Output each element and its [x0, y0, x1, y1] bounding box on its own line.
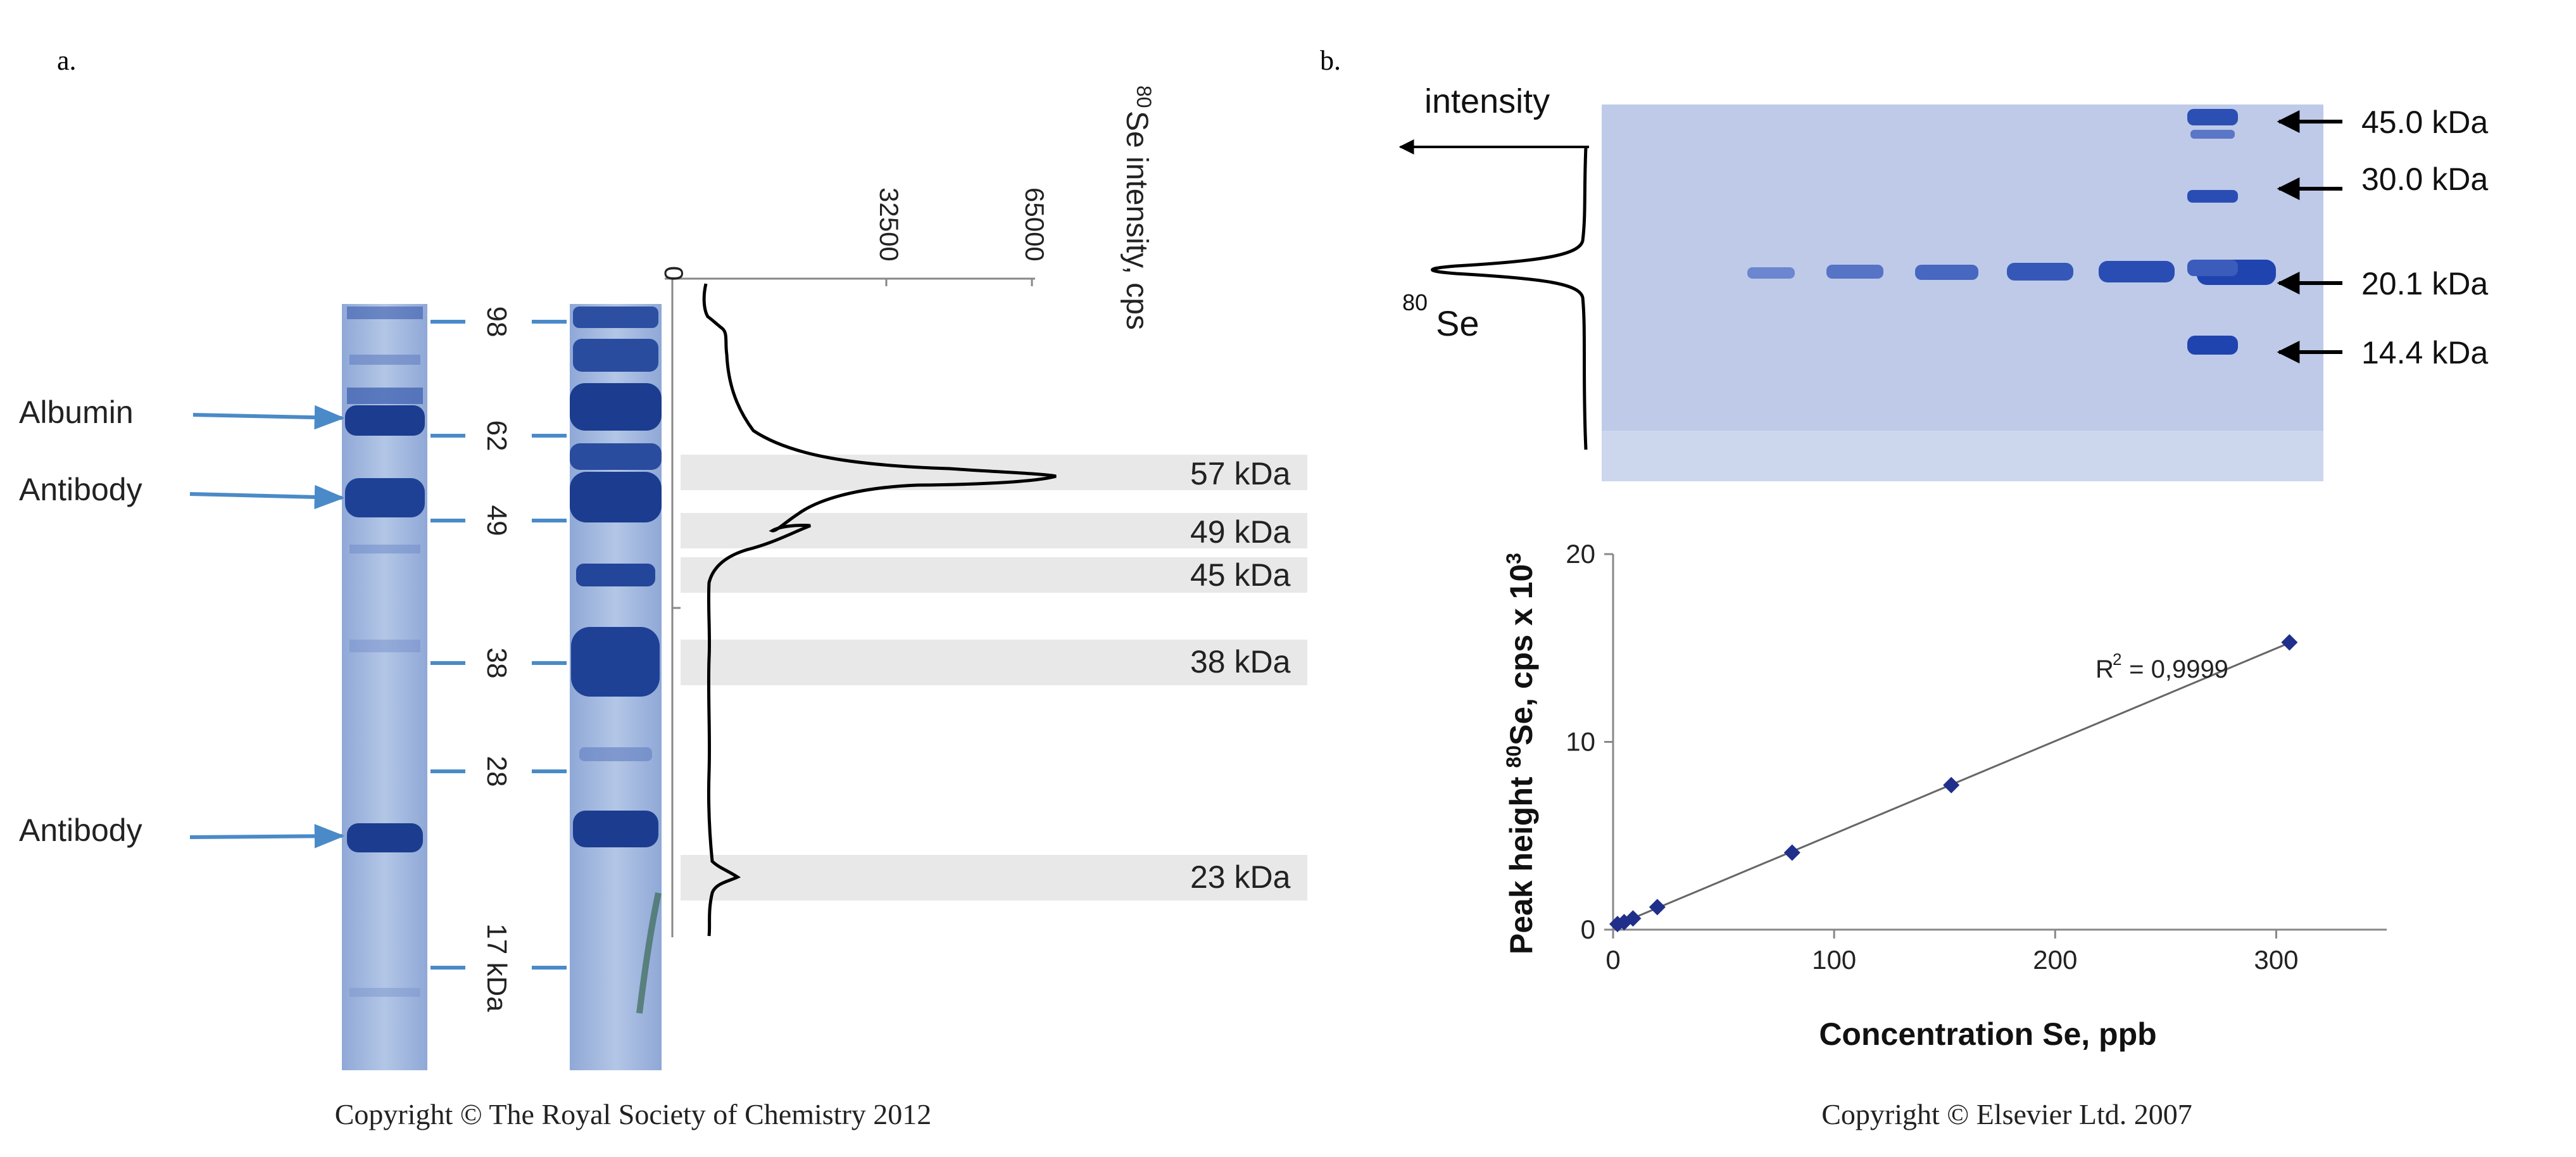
data-point [1649, 899, 1666, 916]
y-tick-label: 0 [1581, 914, 1595, 944]
intensity-label: intensity [1424, 82, 1550, 120]
marker-lines [430, 320, 567, 970]
marker-label-49: 49 [481, 505, 512, 536]
y-tick-label: 10 [1566, 727, 1595, 757]
highlight-band-49 [681, 513, 1307, 548]
y-tick-label: 20 [1566, 539, 1595, 569]
r-squared-annotation: R 2 = 0,9999 [2095, 650, 2228, 683]
se-label-b-sup: 80 [1402, 289, 1428, 315]
band-label-38: 38 kDa [1190, 644, 1291, 680]
marker-label-17kda: 17 kDa [481, 923, 512, 1012]
trace-axis-title-sup: 80 [1133, 85, 1155, 108]
x-tick-label: 200 [2033, 945, 2077, 975]
panel-b-label: b. [1320, 45, 1341, 76]
panel-b-copyright: Copyright © Elsevier Ltd. 2007 [1821, 1098, 2192, 1130]
marker-label-62: 62 [481, 420, 512, 452]
antibody-light-arrow [189, 824, 345, 849]
panel-a-label: a. [57, 45, 77, 76]
marker-label-38: 38 [481, 648, 512, 679]
albumin-arrow [192, 405, 345, 430]
trace-tick-0: 0 [659, 266, 689, 281]
x-tick-label: 100 [1812, 945, 1856, 975]
panel-a-copyright: Copyright © The Royal Society of Chemist… [335, 1098, 932, 1130]
y-label-part-1: Peak height [1504, 768, 1539, 955]
band-label-49: 49 kDa [1190, 514, 1291, 550]
marker-b-20: 20.1 kDa [2361, 266, 2488, 301]
marker-b-45: 45.0 kDa [2361, 104, 2488, 140]
band-label-45: 45 kDa [1190, 557, 1291, 593]
trace-tick-32500: 32500 [874, 187, 904, 262]
highlight-band-45 [681, 557, 1307, 593]
antibody-heavy-label: Antibody [19, 472, 142, 507]
chart-x-label: Concentration Se, ppb [1819, 1016, 2156, 1052]
highlight-band-38 [681, 640, 1307, 685]
albumin-label: Albumin [19, 395, 134, 430]
calibration-chart: 0 10 20 0 100 200 300 R 2 = 0,9999 Concentrat… [1502, 539, 2387, 1052]
x-tick-label: 300 [2254, 945, 2298, 975]
y-label-sup-3: 3 [1502, 553, 1525, 564]
chart-y-label: Peak height 80Se, cps x 103 [1502, 553, 1539, 954]
r-squared-value: = 0,9999 [2122, 655, 2228, 683]
band-label-57: 57 kDa [1190, 456, 1291, 491]
se-label-b: Se [1436, 303, 1480, 343]
r-squared-base: R [2095, 655, 2114, 683]
y-label-part-2: Se, cps x 10 [1504, 564, 1539, 745]
gel-lane-marker [570, 304, 662, 1070]
trace-axis-title-text: Se intensity, cps [1120, 111, 1153, 330]
data-point [2281, 634, 2298, 651]
y-label-sup-80: 80 [1502, 745, 1525, 768]
marker-label-28: 28 [481, 756, 512, 787]
se-trace-b [1431, 146, 1588, 450]
se-intensity-trace [702, 283, 1057, 937]
band-label-23: 23 kDa [1190, 859, 1291, 895]
x-tick-label: 0 [1605, 945, 1620, 975]
r-squared-sup: 2 [2113, 650, 2121, 669]
marker-b-30: 30.0 kDa [2361, 161, 2488, 197]
antibody-heavy-arrow [189, 484, 345, 510]
marker-b-14: 14.4 kDa [2361, 335, 2488, 370]
data-point [1624, 910, 1642, 927]
trace-axis-title: 80 Se intensity, cps [1120, 85, 1155, 330]
trace-tick-65000: 65000 [1020, 187, 1050, 262]
marker-arrows-b [2277, 110, 2342, 364]
highlight-band-23 [681, 855, 1307, 901]
gel-lane-sample [342, 304, 427, 1070]
data-point [1783, 844, 1800, 861]
antibody-light-label: Antibody [19, 812, 142, 848]
marker-label-98: 98 [481, 307, 512, 338]
data-point [1943, 776, 1960, 793]
gel-image-b [1602, 104, 2323, 481]
trace-axes [665, 277, 1035, 937]
